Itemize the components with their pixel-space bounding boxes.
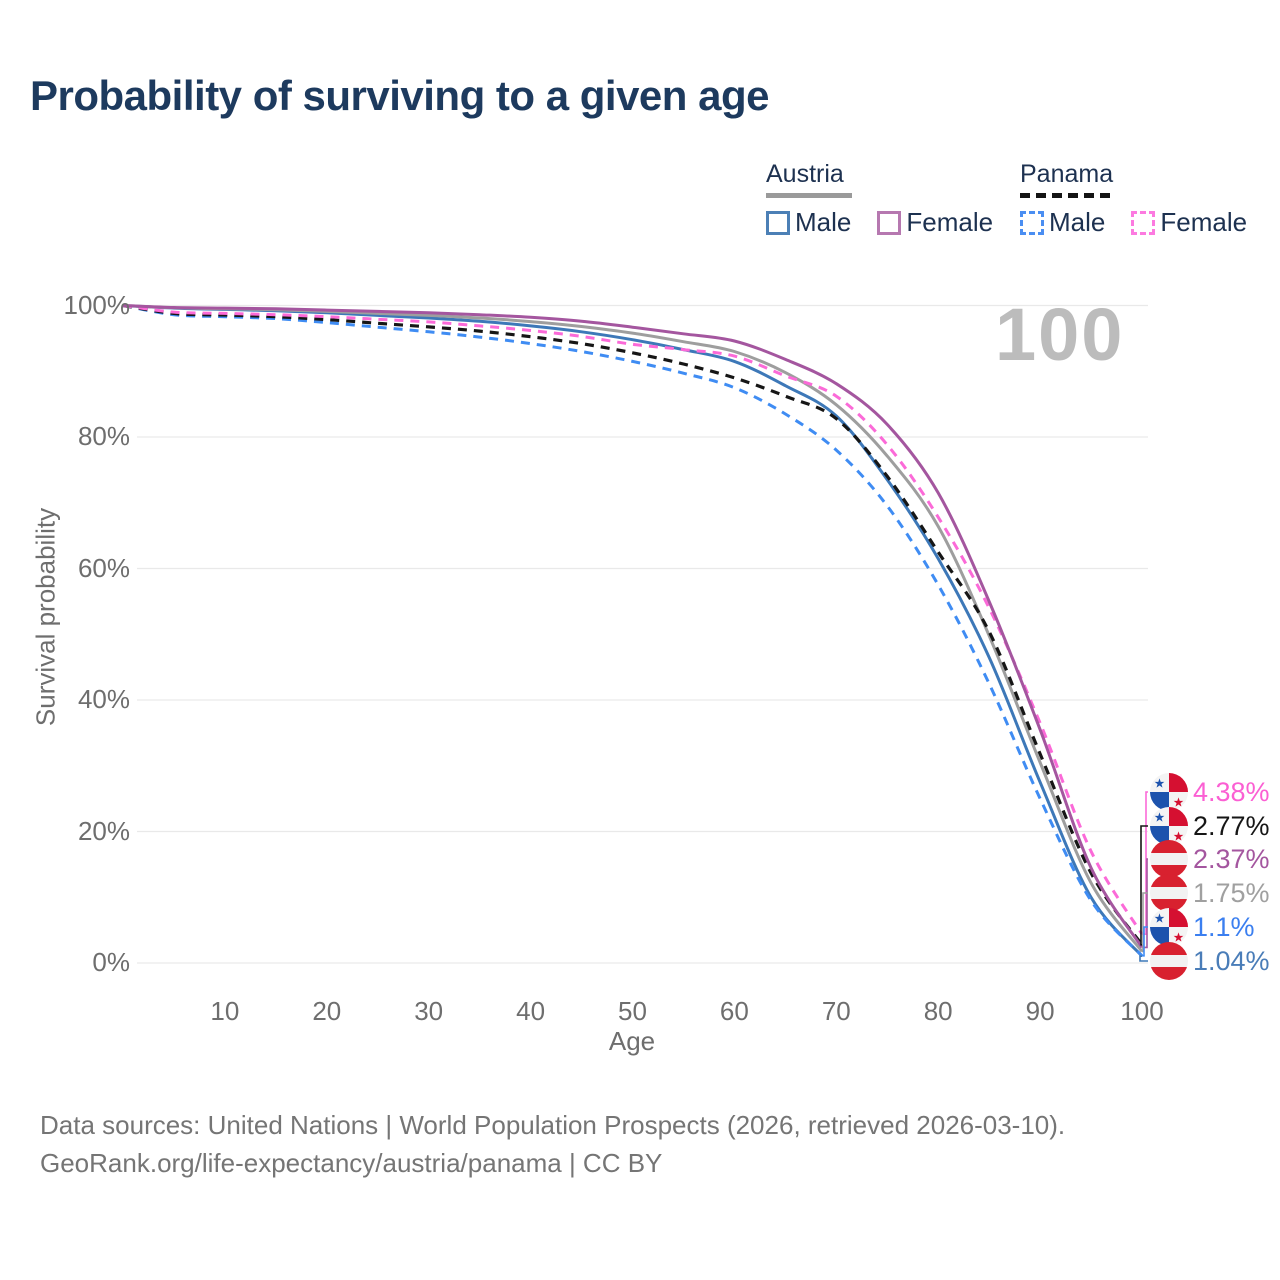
panama_female-curve [122, 304, 1144, 935]
leader-line-panama_all [1140, 825, 1148, 946]
legend-swatch-austria-female[interactable] [877, 210, 902, 235]
end-label-panama-male: 1.1% [1150, 908, 1255, 946]
y-tick-label: 40% [77, 684, 130, 714]
legend-swatch-panama-female[interactable] [1131, 210, 1156, 235]
legend-label-austria-male[interactable]: Male [795, 207, 852, 237]
y-tick-label: 20% [77, 815, 130, 846]
leader-line-panama_male [1142, 926, 1148, 957]
x-tick-label: 100 [1120, 996, 1164, 1026]
x-tick-label: 10 [210, 996, 240, 1026]
legend-panama-header[interactable]: Panama [1020, 160, 1114, 188]
age-watermark: 100 [995, 293, 1125, 376]
panama_all-curve [122, 303, 1144, 946]
x-axis-title: Age [608, 1026, 656, 1056]
end-label-value: 4.38% [1193, 776, 1270, 807]
austria-all-line-swatch [766, 193, 852, 198]
leader-line-austria_all [1142, 892, 1148, 953]
page-title: Probability of surviving to a given age [30, 72, 769, 119]
x-tick-label: 20 [312, 996, 342, 1026]
leader-line-austria_female [1142, 858, 1148, 949]
end-label-value: 2.77% [1193, 810, 1270, 841]
legend-group-panama: Panama Male Female [1020, 160, 1247, 238]
austria-flag-icon [1150, 840, 1188, 878]
end-label-value: 1.75% [1193, 877, 1270, 908]
austria-flag-icon [1150, 942, 1188, 980]
x-tick-label: 70 [821, 996, 851, 1026]
legend-label-austria-female[interactable]: Female [906, 207, 994, 237]
x-tick-label: 90 [1025, 996, 1055, 1026]
austria-flag-icon [1150, 874, 1188, 912]
legend-group-austria: Austria Male Female [766, 160, 993, 238]
panama-all-line-swatch [1020, 193, 1110, 198]
leader-line-panama_female [1142, 791, 1148, 936]
y-tick-label: 100% [63, 289, 131, 320]
austria_male-curve [122, 304, 1144, 958]
legend-label-panama-female[interactable]: Female [1160, 207, 1248, 237]
end-label-value: 1.1% [1193, 911, 1255, 942]
legend-swatch-austria-male[interactable] [766, 210, 790, 235]
x-tick-label: 50 [618, 996, 647, 1026]
panama-flag-icon [1150, 908, 1188, 946]
panama-flag-icon [1150, 773, 1188, 811]
x-tick-label: 80 [923, 996, 953, 1026]
legend-austria-header[interactable]: Austria [766, 160, 844, 188]
end-label-austria-male: 1.04% [1150, 942, 1270, 980]
footer-line-1: Data sources: United Nations | World Pop… [40, 1110, 1066, 1140]
x-tick-label: 60 [719, 996, 749, 1026]
y-tick-label: 0% [92, 947, 130, 977]
end-label-value: 1.04% [1193, 945, 1270, 976]
x-tick-label: 40 [516, 996, 546, 1026]
data-sources-footer: Data sources: United Nations | World Pop… [40, 1106, 1065, 1182]
panama_male-curve [122, 304, 1144, 957]
end-label-austria-female: 2.37% [1150, 840, 1270, 878]
end-label-austria-all: 1.75% [1150, 874, 1270, 912]
austria_female-curve [122, 304, 1144, 949]
legend-label-panama-male[interactable]: Male [1049, 207, 1106, 237]
end-label-panama-all: 2.77% [1150, 807, 1270, 845]
y-tick-label: 60% [77, 552, 130, 583]
legend-swatch-panama-male[interactable] [1020, 210, 1044, 235]
end-label-panama-female: 4.38% [1150, 773, 1270, 811]
x-tick-label: 30 [414, 996, 444, 1026]
footer-line-2: GeoRank.org/life-expectancy/austria/pana… [40, 1148, 663, 1178]
end-label-value: 2.37% [1193, 843, 1270, 874]
leader-line-austria_male [1139, 955, 1148, 962]
austria_all-curve [122, 304, 1144, 953]
y-tick-label: 80% [77, 421, 130, 451]
